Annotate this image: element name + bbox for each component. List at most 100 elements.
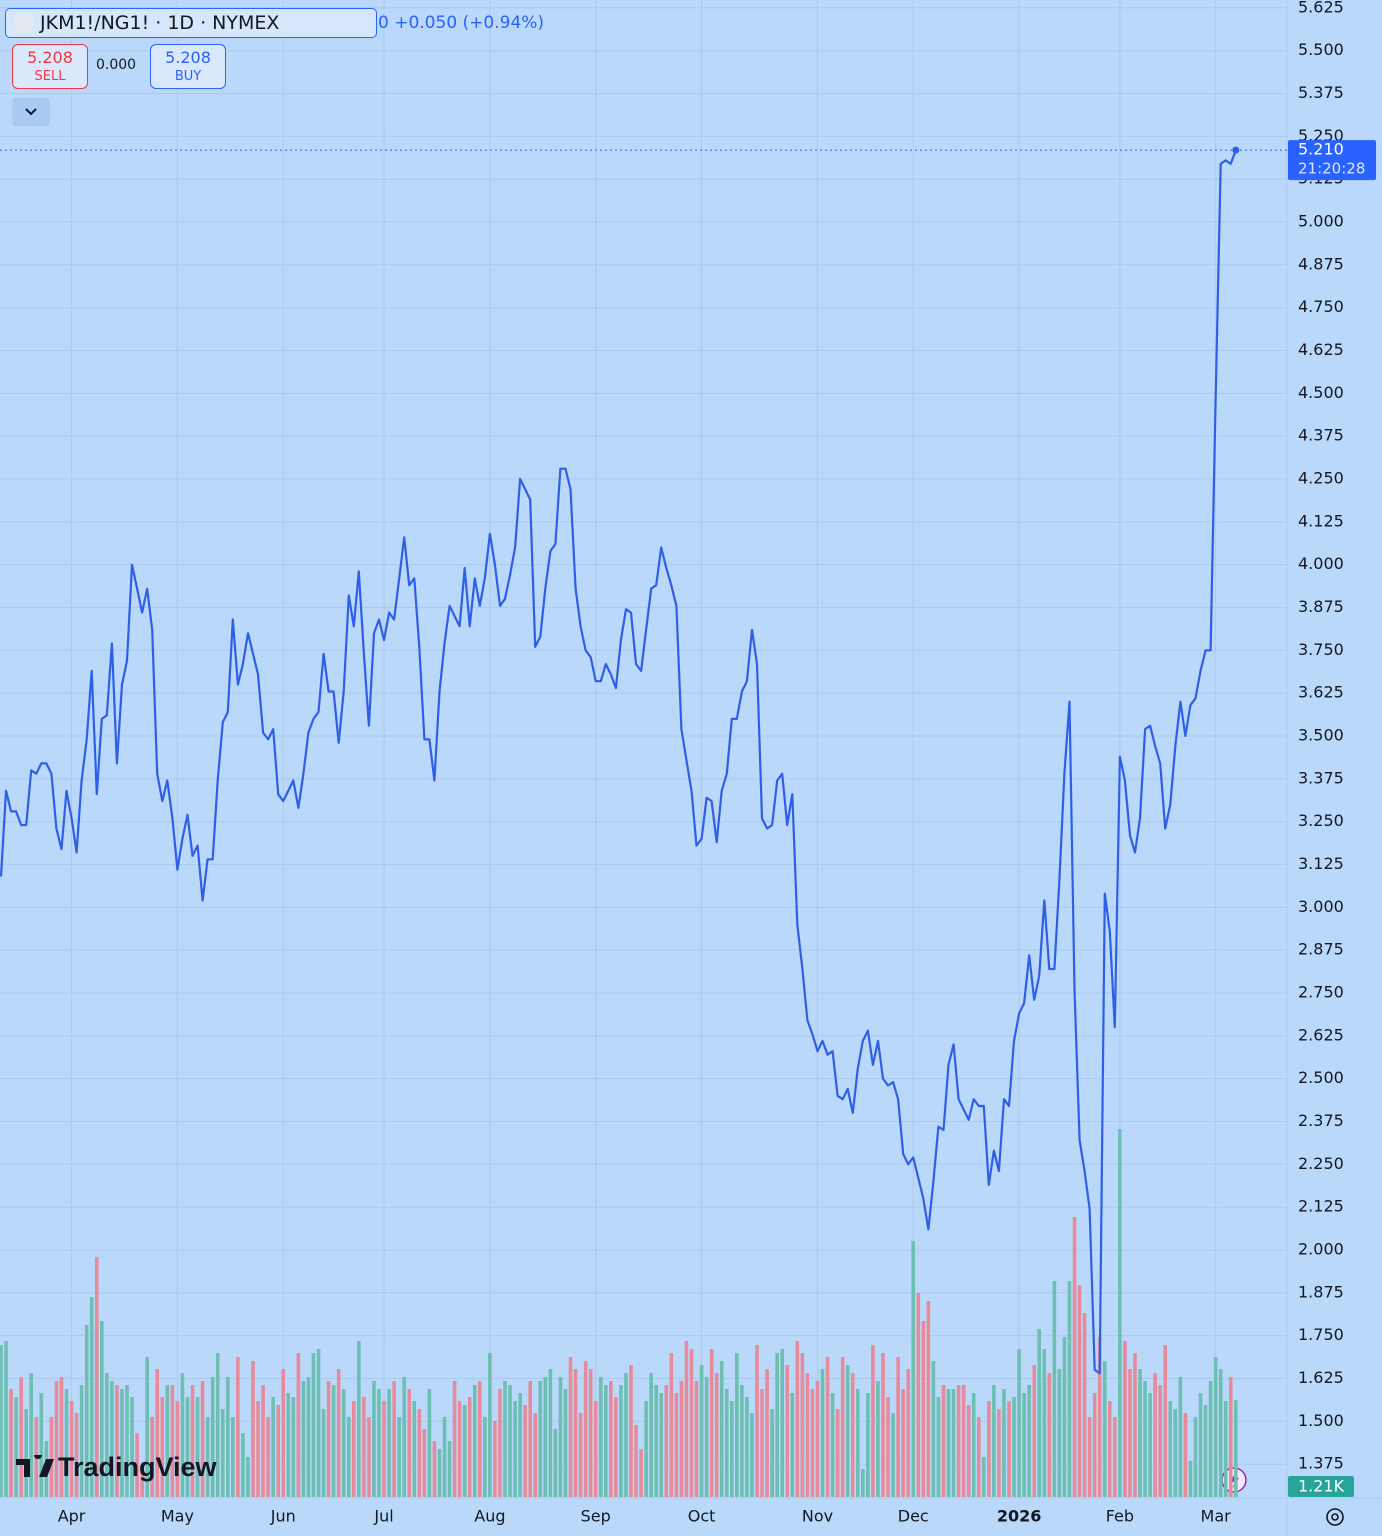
y-tick-label: 2.000: [1298, 1239, 1344, 1258]
volume-bar: [1228, 1377, 1233, 1497]
volume-bar: [1062, 1337, 1067, 1497]
y-tick-label: 2.375: [1298, 1111, 1344, 1130]
volume-bar: [538, 1381, 543, 1497]
volume-bar: [886, 1397, 890, 1497]
volume-bar: [604, 1385, 608, 1497]
volume-bar: [467, 1397, 472, 1497]
volume-bar: [220, 1409, 225, 1497]
volume-bar: [830, 1393, 835, 1497]
volume-bar: [4, 1341, 8, 1497]
grid: [0, 0, 1287, 1497]
volume-bar: [1027, 1385, 1031, 1497]
volume-bar: [120, 1389, 124, 1497]
volume-bar: [89, 1297, 94, 1497]
volume-bar: [659, 1393, 664, 1497]
volume-bar: [1017, 1349, 1021, 1497]
volume-bar: [528, 1381, 532, 1497]
y-tick-label: 4.750: [1298, 297, 1344, 316]
volume-bar: [563, 1389, 568, 1497]
volume-bar: [624, 1373, 628, 1497]
y-tick-label: 3.250: [1298, 811, 1344, 830]
buy-button[interactable]: 5.208 BUY: [150, 44, 226, 89]
volume-bar: [775, 1353, 779, 1497]
volume-bar: [301, 1381, 306, 1497]
y-tick-label: 1.500: [1298, 1411, 1344, 1430]
volume-bar: [719, 1361, 724, 1497]
volume-bar: [820, 1369, 825, 1497]
volume-bar: [724, 1389, 729, 1497]
volume-bar: [689, 1349, 694, 1497]
volume-bar: [64, 1389, 69, 1497]
volume-bar: [896, 1357, 900, 1497]
collapse-button[interactable]: [12, 98, 50, 126]
volume-bar: [835, 1409, 840, 1497]
volume-bar: [478, 1381, 482, 1497]
volume-bar: [714, 1373, 719, 1497]
volume-bar: [175, 1401, 180, 1497]
volume-bar: [9, 1389, 13, 1497]
volume-bar: [125, 1385, 129, 1497]
volume-bar: [231, 1417, 235, 1497]
volume-bar: [256, 1401, 260, 1497]
volume-bar: [1082, 1313, 1087, 1497]
volume-bar: [412, 1401, 417, 1497]
volume-bar: [140, 1465, 144, 1497]
y-tick-label: 4.000: [1298, 554, 1344, 573]
settings-icon[interactable]: [1326, 1508, 1344, 1526]
volume-bar: [810, 1389, 815, 1497]
volume-bar: [745, 1397, 749, 1497]
x-tick-label: Sep: [581, 1507, 611, 1526]
volume-bar: [488, 1353, 492, 1497]
volume-bar: [110, 1381, 114, 1497]
volume-bar: [100, 1321, 104, 1497]
logo-icon: [16, 1454, 54, 1477]
volume-bar: [1163, 1345, 1168, 1497]
volume-bar: [316, 1349, 321, 1497]
volume-bar: [457, 1401, 462, 1497]
volume-bar: [709, 1349, 714, 1497]
volume-bar: [573, 1369, 578, 1497]
volume-bar: [1153, 1373, 1157, 1497]
volume-bar: [1218, 1369, 1223, 1497]
volume-bar: [583, 1361, 588, 1497]
volume-bar: [951, 1389, 956, 1497]
volume-bar: [578, 1413, 583, 1497]
volume-bar: [19, 1377, 23, 1497]
volume-bar: [971, 1393, 976, 1497]
volume-bar: [906, 1369, 910, 1497]
volume-bar: [785, 1365, 790, 1497]
volume-bar: [1087, 1417, 1092, 1497]
volume-bar: [699, 1365, 704, 1497]
symbol-box[interactable]: JKM1!/NG1! · 1D · NYMEX: [5, 8, 377, 38]
volume-bar: [987, 1401, 991, 1497]
volume-bar: [704, 1377, 709, 1497]
volume-bar: [0, 1345, 3, 1497]
buy-label: BUY: [174, 69, 202, 84]
volume-bar: [210, 1377, 215, 1497]
volume-bar: [1097, 1337, 1102, 1497]
price-tag: [1288, 140, 1376, 181]
logo: TradingView: [14, 1452, 217, 1483]
volume-bar: [871, 1345, 875, 1497]
volume-bar: [1042, 1349, 1047, 1497]
volume-bar: [503, 1381, 507, 1497]
volume-bar: [629, 1365, 633, 1497]
volume-bar: [215, 1353, 220, 1497]
volume-bar: [976, 1417, 981, 1497]
volume-bar: [1032, 1365, 1036, 1497]
y-tick-label: 4.125: [1298, 511, 1344, 530]
y-tick-label: 2.500: [1298, 1068, 1344, 1087]
volume-bar: [377, 1389, 381, 1497]
volume-bar: [1223, 1401, 1228, 1497]
sell-button[interactable]: 5.208 SELL: [12, 44, 88, 89]
volume-bar: [1193, 1417, 1198, 1497]
y-tick-label: 3.875: [1298, 597, 1344, 616]
volume-bar: [639, 1449, 643, 1497]
volume-bar: [483, 1417, 487, 1497]
volume-bar: [452, 1381, 457, 1497]
volume-bar: [271, 1397, 275, 1497]
volume-bar: [1188, 1461, 1193, 1497]
volume-bar: [866, 1393, 870, 1497]
volume-bar: [14, 1397, 18, 1497]
sell-price: 5.208: [27, 48, 73, 67]
